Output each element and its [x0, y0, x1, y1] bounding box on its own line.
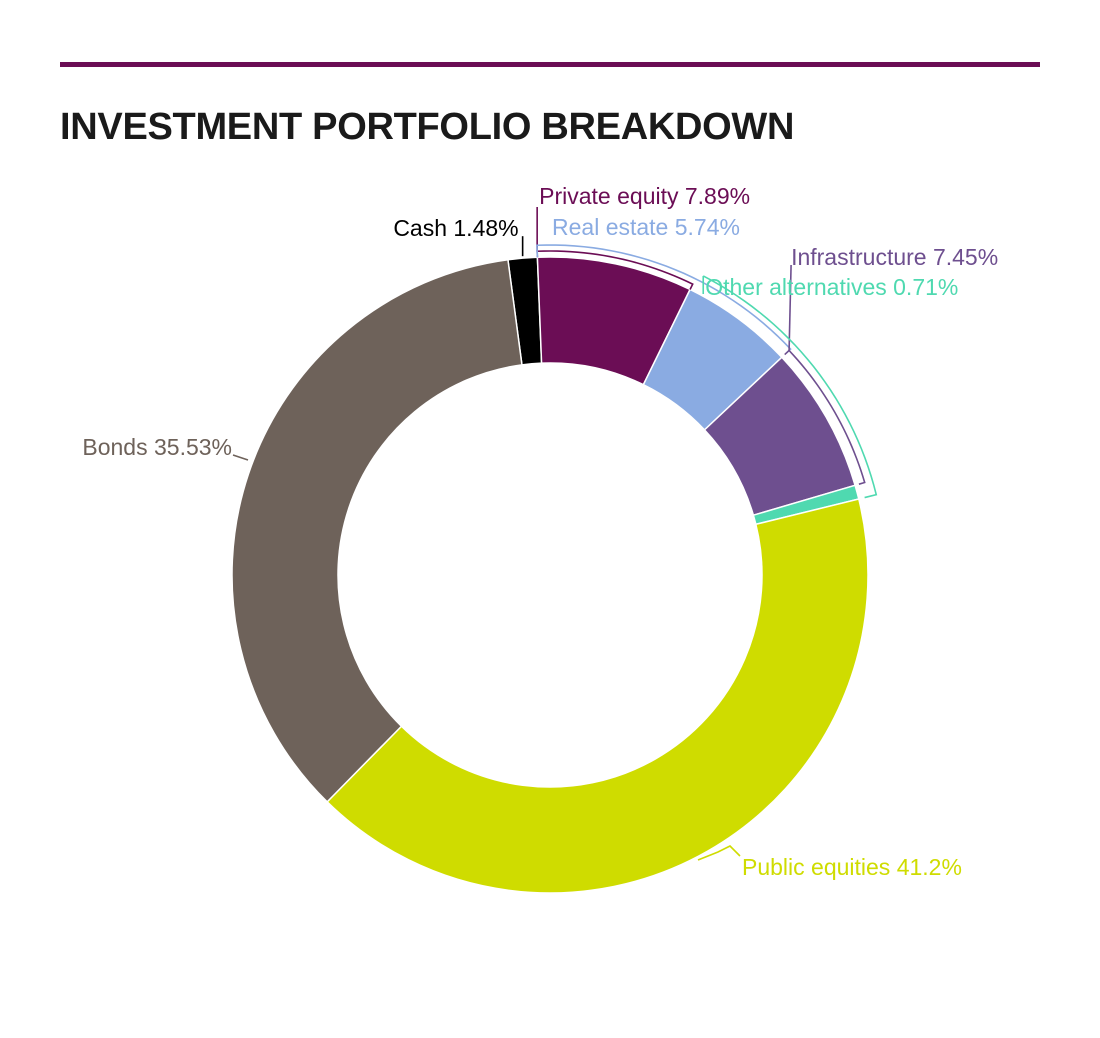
label-other-alternatives: Other alternatives 0.71%	[705, 274, 958, 300]
bracket-private-equity	[536, 250, 694, 290]
label-bonds: Bonds 35.53%	[82, 434, 232, 460]
label-real-estate: Real estate 5.74%	[552, 214, 740, 240]
bracket-other-alternatives	[702, 275, 878, 499]
donut-slices	[231, 256, 869, 894]
label-public-equities: Public equities 41.2%	[742, 854, 962, 880]
slice-public-equities	[326, 498, 869, 894]
top-rule	[60, 62, 1040, 67]
callout-labels: Cash 1.48% Private equity 7.89% Real estat…	[82, 183, 998, 880]
callout-leaders	[232, 207, 878, 861]
bracket-real-estate	[536, 244, 792, 354]
page-title: INVESTMENT PORTFOLIO BREAKDOWN	[60, 106, 795, 148]
slice-bonds	[231, 258, 523, 803]
label-private-equity: Private equity 7.89%	[539, 183, 750, 209]
leader-public-equities	[697, 845, 741, 861]
label-infrastructure: Infrastructure 7.45%	[791, 244, 998, 270]
leader-infrastructure	[788, 264, 792, 351]
leader-bonds	[232, 454, 249, 461]
label-cash: Cash 1.48%	[393, 215, 518, 241]
bracket-infrastructure	[784, 349, 866, 485]
